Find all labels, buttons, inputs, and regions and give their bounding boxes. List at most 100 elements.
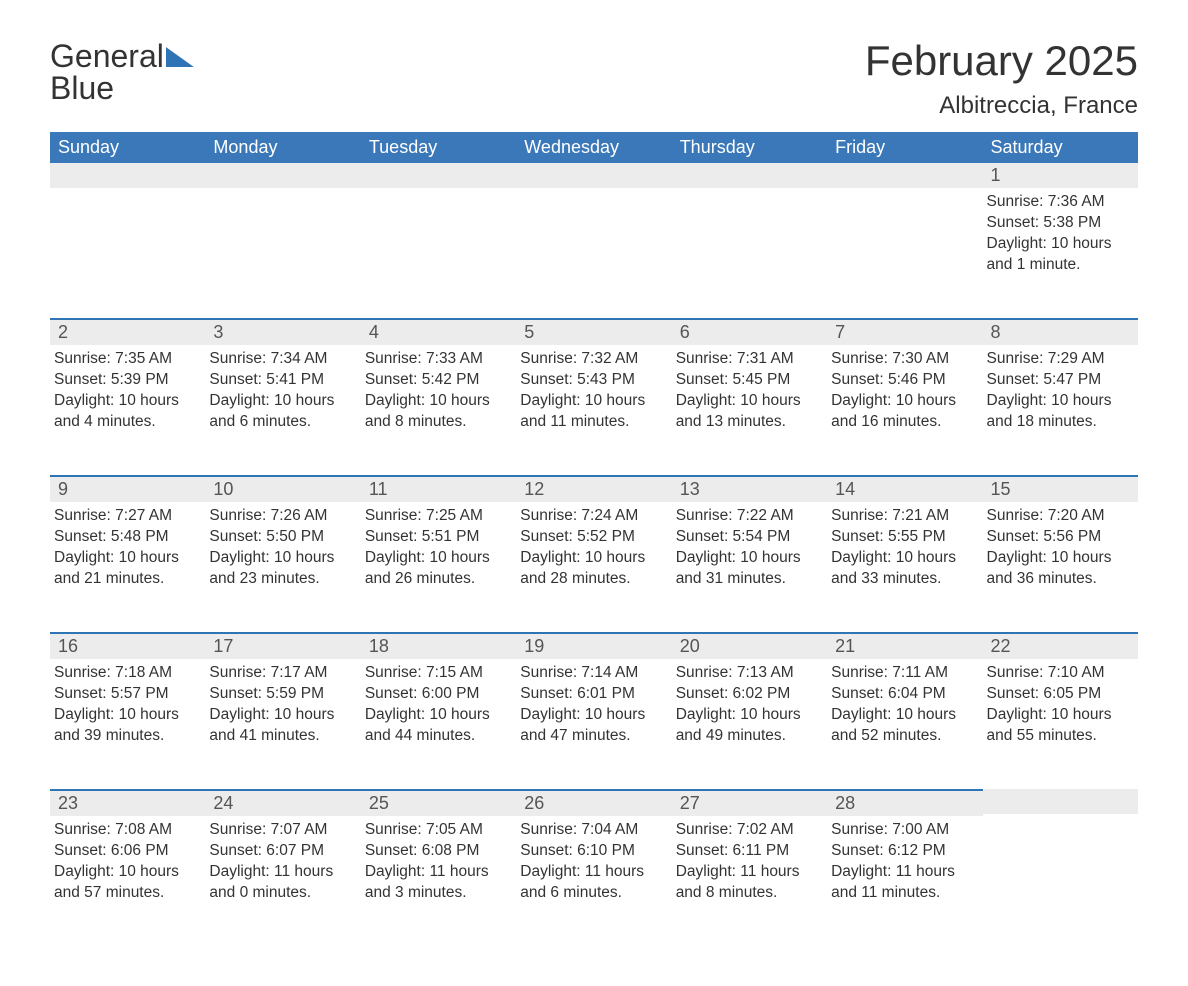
day-number: [516, 163, 671, 188]
day-number: [205, 163, 360, 188]
day-number: 17: [205, 632, 360, 659]
day-details: Sunrise: 7:00 AMSunset: 6:12 PMDaylight:…: [827, 816, 982, 922]
day-details: Sunrise: 7:32 AMSunset: 5:43 PMDaylight:…: [516, 345, 671, 451]
day-number: 27: [672, 789, 827, 816]
day-details: Sunrise: 7:29 AMSunset: 5:47 PMDaylight:…: [983, 345, 1138, 451]
calendar-cell: Sunrise: 7:13 AMSunset: 6:02 PMDaylight:…: [672, 659, 827, 789]
calendar-cell: Sunrise: 7:27 AMSunset: 5:48 PMDaylight:…: [50, 502, 205, 632]
day-number: [983, 789, 1138, 814]
day-number: 9: [50, 475, 205, 502]
weekday-header: Tuesday: [361, 132, 516, 163]
day-details: Sunrise: 7:04 AMSunset: 6:10 PMDaylight:…: [516, 816, 671, 922]
calendar-cell: Sunrise: 7:20 AMSunset: 5:56 PMDaylight:…: [983, 502, 1138, 632]
day-details: Sunrise: 7:05 AMSunset: 6:08 PMDaylight:…: [361, 816, 516, 922]
calendar-cell: Sunrise: 7:08 AMSunset: 6:06 PMDaylight:…: [50, 816, 205, 946]
day-number: 8: [983, 318, 1138, 345]
day-number: 10: [205, 475, 360, 502]
calendar-cell: [50, 188, 205, 318]
day-details: Sunrise: 7:17 AMSunset: 5:59 PMDaylight:…: [205, 659, 360, 765]
calendar-cell: Sunrise: 7:34 AMSunset: 5:41 PMDaylight:…: [205, 345, 360, 475]
day-data-row: Sunrise: 7:08 AMSunset: 6:06 PMDaylight:…: [50, 816, 1138, 946]
day-number: 2: [50, 318, 205, 345]
calendar-cell: Sunrise: 7:22 AMSunset: 5:54 PMDaylight:…: [672, 502, 827, 632]
day-number-row: 232425262728: [50, 789, 1138, 816]
brand-word-2: Blue: [50, 70, 114, 106]
weekday-header: Saturday: [983, 132, 1138, 163]
calendar-cell: Sunrise: 7:14 AMSunset: 6:01 PMDaylight:…: [516, 659, 671, 789]
location-subtitle: Albitreccia, France: [865, 92, 1138, 120]
day-number: 26: [516, 789, 671, 816]
calendar-cell: Sunrise: 7:31 AMSunset: 5:45 PMDaylight:…: [672, 345, 827, 475]
day-data-row: Sunrise: 7:27 AMSunset: 5:48 PMDaylight:…: [50, 502, 1138, 632]
calendar-cell: Sunrise: 7:18 AMSunset: 5:57 PMDaylight:…: [50, 659, 205, 789]
calendar-cell: Sunrise: 7:17 AMSunset: 5:59 PMDaylight:…: [205, 659, 360, 789]
calendar-cell: Sunrise: 7:02 AMSunset: 6:11 PMDaylight:…: [672, 816, 827, 946]
day-details: Sunrise: 7:08 AMSunset: 6:06 PMDaylight:…: [50, 816, 205, 922]
weekday-header-row: SundayMondayTuesdayWednesdayThursdayFrid…: [50, 132, 1138, 163]
flag-icon: [166, 47, 194, 67]
calendar-cell: Sunrise: 7:04 AMSunset: 6:10 PMDaylight:…: [516, 816, 671, 946]
weekday-header: Friday: [827, 132, 982, 163]
day-details: Sunrise: 7:36 AMSunset: 5:38 PMDaylight:…: [983, 188, 1138, 294]
day-details: Sunrise: 7:18 AMSunset: 5:57 PMDaylight:…: [50, 659, 205, 765]
calendar-cell: Sunrise: 7:30 AMSunset: 5:46 PMDaylight:…: [827, 345, 982, 475]
calendar-cell: Sunrise: 7:21 AMSunset: 5:55 PMDaylight:…: [827, 502, 982, 632]
day-details: Sunrise: 7:30 AMSunset: 5:46 PMDaylight:…: [827, 345, 982, 451]
calendar-cell: [983, 816, 1138, 946]
day-number: 24: [205, 789, 360, 816]
page-title: February 2025: [865, 40, 1138, 82]
calendar-cell: Sunrise: 7:36 AMSunset: 5:38 PMDaylight:…: [983, 188, 1138, 318]
day-data-row: Sunrise: 7:36 AMSunset: 5:38 PMDaylight:…: [50, 188, 1138, 318]
weekday-header: Wednesday: [516, 132, 671, 163]
day-details: Sunrise: 7:33 AMSunset: 5:42 PMDaylight:…: [361, 345, 516, 451]
day-data-row: Sunrise: 7:35 AMSunset: 5:39 PMDaylight:…: [50, 345, 1138, 475]
day-details: Sunrise: 7:07 AMSunset: 6:07 PMDaylight:…: [205, 816, 360, 922]
day-details: Sunrise: 7:27 AMSunset: 5:48 PMDaylight:…: [50, 502, 205, 608]
day-details: Sunrise: 7:20 AMSunset: 5:56 PMDaylight:…: [983, 502, 1138, 608]
page-header: General Blue February 2025 Albitreccia, …: [50, 40, 1138, 120]
day-details: Sunrise: 7:10 AMSunset: 6:05 PMDaylight:…: [983, 659, 1138, 765]
day-number: 28: [827, 789, 982, 816]
calendar-cell: Sunrise: 7:35 AMSunset: 5:39 PMDaylight:…: [50, 345, 205, 475]
day-number: 11: [361, 475, 516, 502]
day-details: Sunrise: 7:22 AMSunset: 5:54 PMDaylight:…: [672, 502, 827, 608]
day-number: 14: [827, 475, 982, 502]
day-details: Sunrise: 7:11 AMSunset: 6:04 PMDaylight:…: [827, 659, 982, 765]
day-number-row: 2345678: [50, 318, 1138, 345]
calendar-cell: Sunrise: 7:00 AMSunset: 6:12 PMDaylight:…: [827, 816, 982, 946]
brand-word-1: General: [50, 38, 164, 74]
weekday-header: Monday: [205, 132, 360, 163]
calendar-table: SundayMondayTuesdayWednesdayThursdayFrid…: [50, 132, 1138, 946]
calendar-cell: Sunrise: 7:11 AMSunset: 6:04 PMDaylight:…: [827, 659, 982, 789]
day-number: 23: [50, 789, 205, 816]
day-number: 4: [361, 318, 516, 345]
calendar-cell: Sunrise: 7:05 AMSunset: 6:08 PMDaylight:…: [361, 816, 516, 946]
calendar-cell: Sunrise: 7:32 AMSunset: 5:43 PMDaylight:…: [516, 345, 671, 475]
day-number: [361, 163, 516, 188]
day-number: 1: [983, 163, 1138, 188]
day-details: Sunrise: 7:13 AMSunset: 6:02 PMDaylight:…: [672, 659, 827, 765]
weekday-header: Thursday: [672, 132, 827, 163]
brand-logo: General Blue: [50, 40, 194, 104]
day-number-row: 9101112131415: [50, 475, 1138, 502]
day-number: [50, 163, 205, 188]
day-number: 18: [361, 632, 516, 659]
day-number: 3: [205, 318, 360, 345]
day-details: Sunrise: 7:02 AMSunset: 6:11 PMDaylight:…: [672, 816, 827, 922]
day-number: 12: [516, 475, 671, 502]
day-details: Sunrise: 7:34 AMSunset: 5:41 PMDaylight:…: [205, 345, 360, 451]
weekday-header: Sunday: [50, 132, 205, 163]
day-number-row: 16171819202122: [50, 632, 1138, 659]
day-number: 6: [672, 318, 827, 345]
calendar-cell: Sunrise: 7:33 AMSunset: 5:42 PMDaylight:…: [361, 345, 516, 475]
day-number: 21: [827, 632, 982, 659]
calendar-cell: [205, 188, 360, 318]
day-number: 13: [672, 475, 827, 502]
calendar-cell: Sunrise: 7:26 AMSunset: 5:50 PMDaylight:…: [205, 502, 360, 632]
calendar-cell: [827, 188, 982, 318]
day-number: [827, 163, 982, 188]
day-number: [672, 163, 827, 188]
day-number: 22: [983, 632, 1138, 659]
day-details: Sunrise: 7:21 AMSunset: 5:55 PMDaylight:…: [827, 502, 982, 608]
day-data-row: Sunrise: 7:18 AMSunset: 5:57 PMDaylight:…: [50, 659, 1138, 789]
